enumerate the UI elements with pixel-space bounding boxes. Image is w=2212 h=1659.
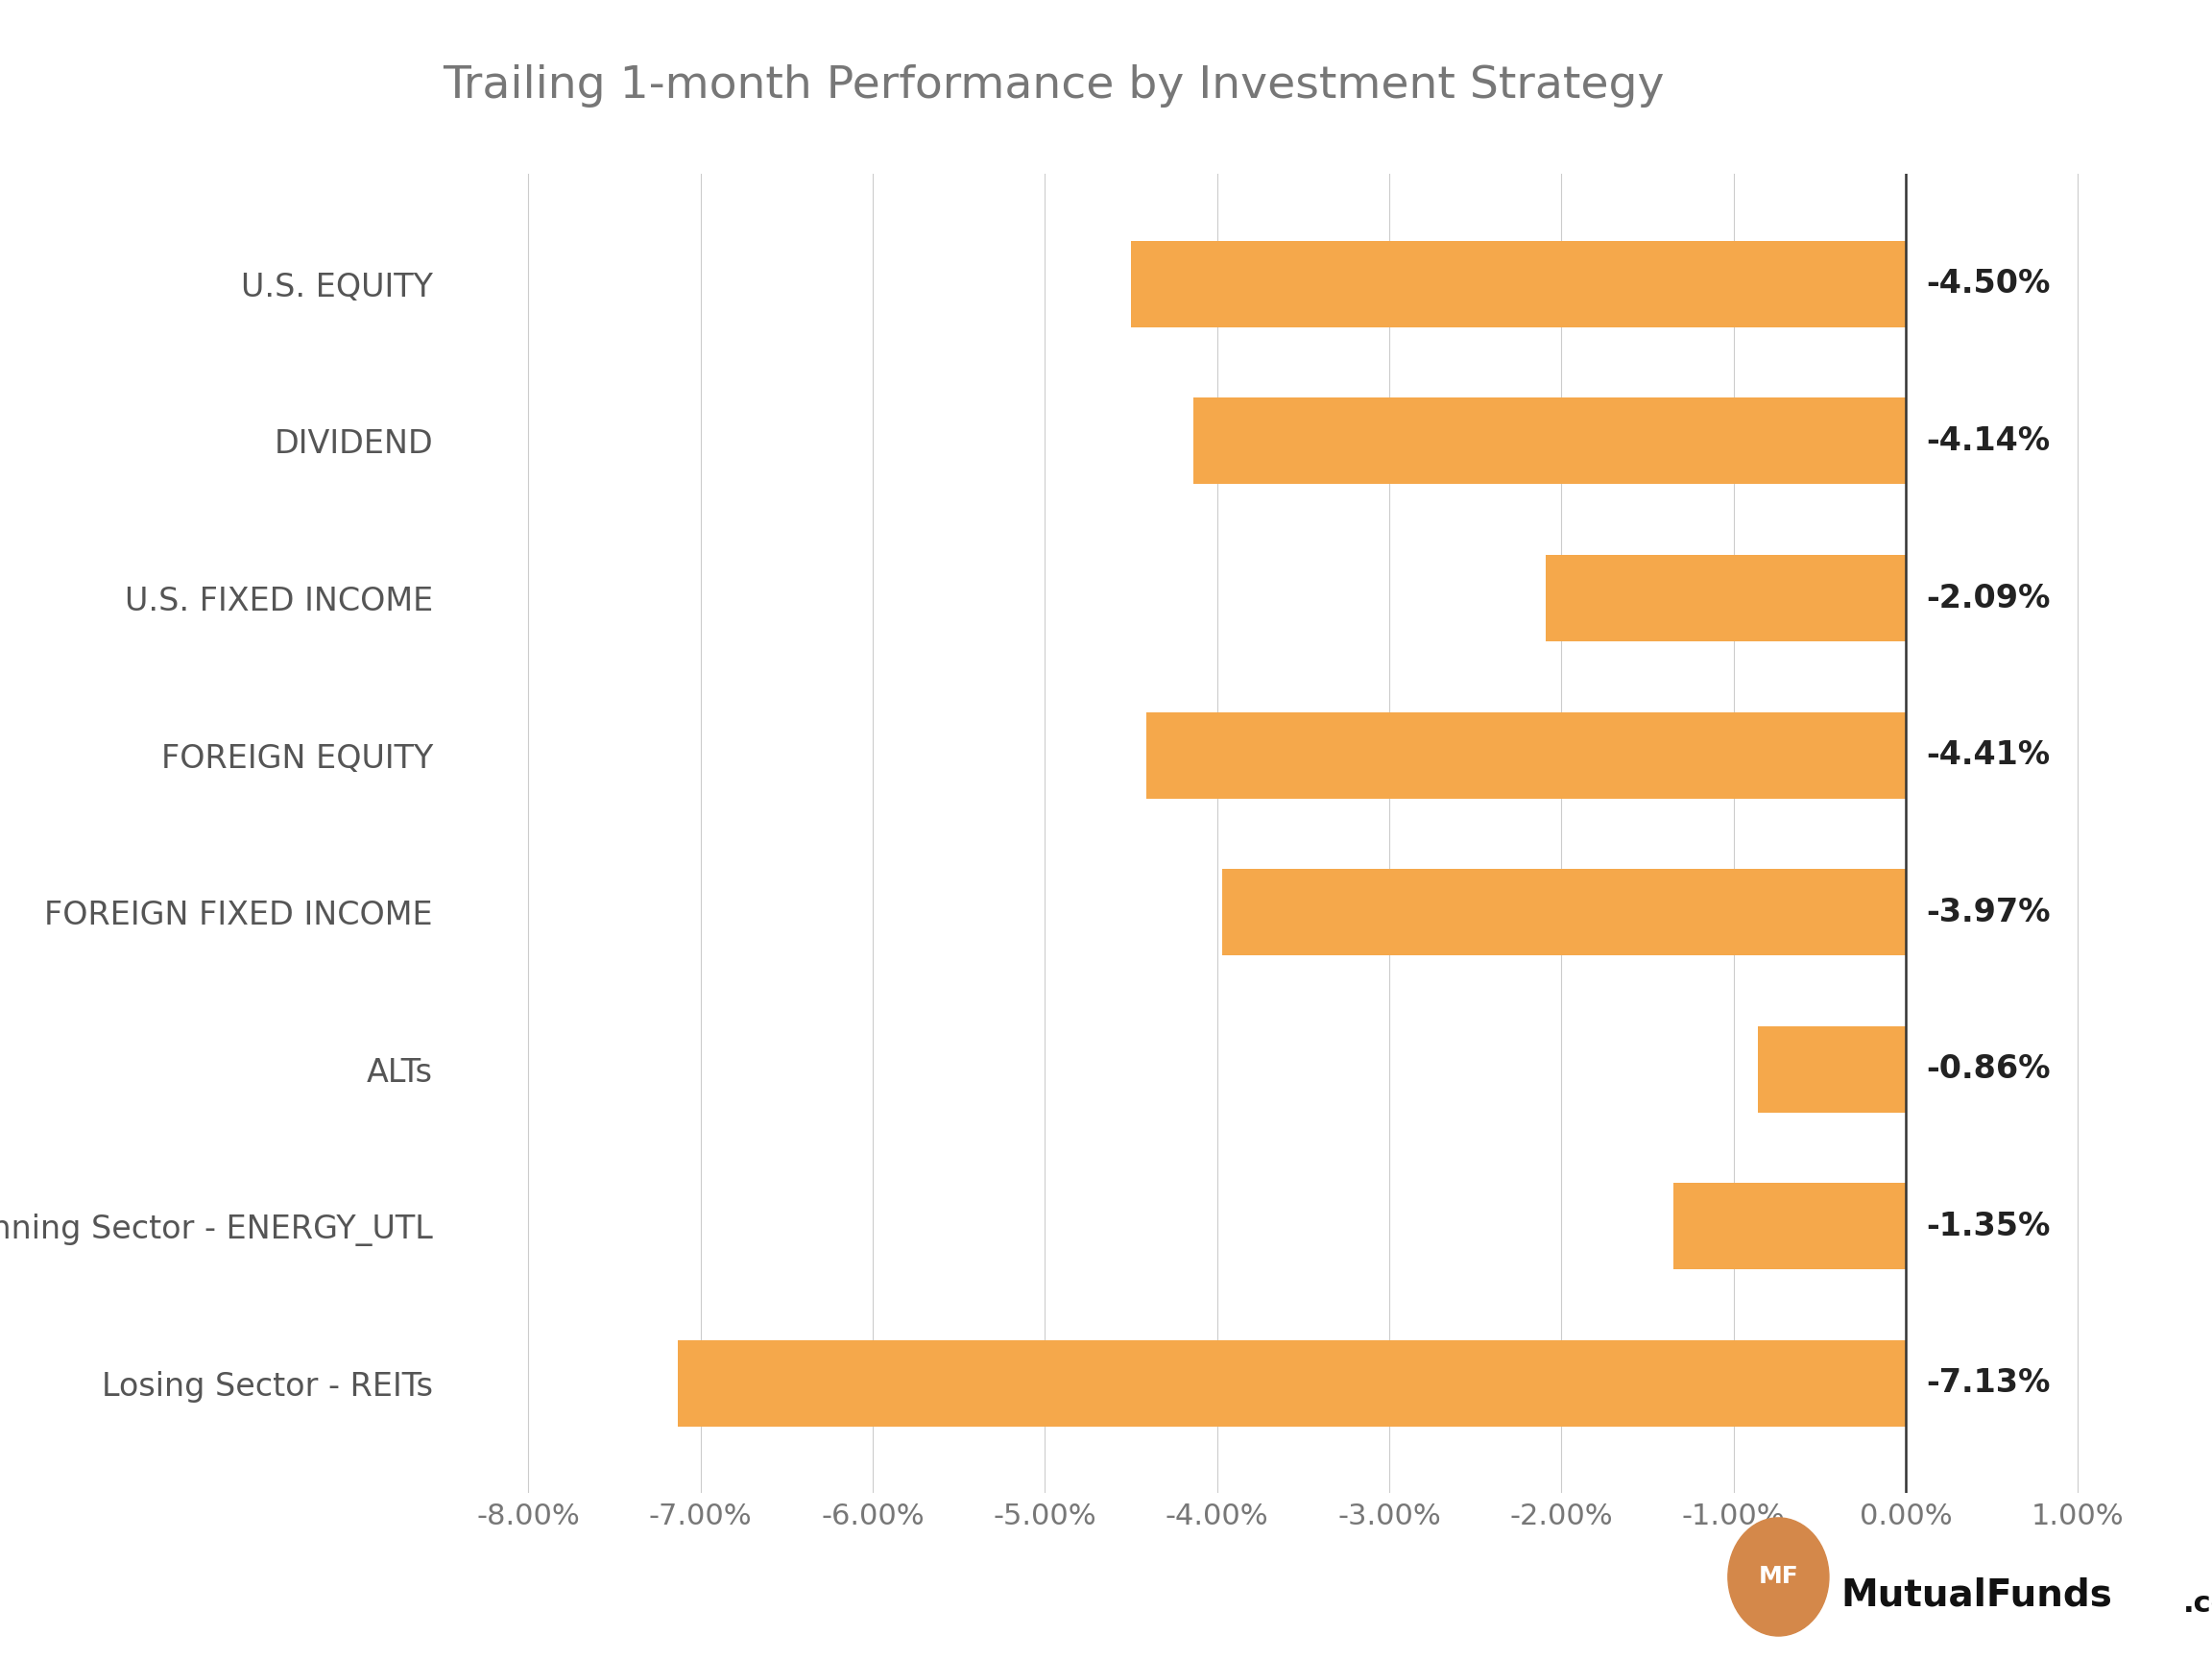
- Text: -4.14%: -4.14%: [1927, 425, 2051, 456]
- Text: MutualFunds: MutualFunds: [1840, 1578, 2112, 1614]
- Text: -1.35%: -1.35%: [1927, 1211, 2051, 1243]
- Text: .com: .com: [2183, 1591, 2212, 1618]
- Ellipse shape: [1728, 1518, 1829, 1636]
- Bar: [1130, 241, 1907, 327]
- Text: -4.41%: -4.41%: [1927, 740, 2051, 771]
- Text: -7.13%: -7.13%: [1927, 1367, 2051, 1399]
- Text: MF: MF: [1759, 1566, 1798, 1588]
- Bar: [1146, 712, 1907, 798]
- Bar: [1546, 556, 1907, 642]
- Bar: [679, 1340, 1907, 1427]
- Text: -0.86%: -0.86%: [1927, 1053, 2051, 1085]
- Bar: [1674, 1183, 1907, 1269]
- Text: Trailing 1-month Performance by Investment Strategy: Trailing 1-month Performance by Investme…: [442, 65, 1663, 108]
- Text: -4.50%: -4.50%: [1927, 269, 2051, 300]
- Bar: [1192, 398, 1907, 484]
- Bar: [1759, 1025, 1907, 1112]
- Bar: [1223, 869, 1907, 956]
- Text: -3.97%: -3.97%: [1927, 896, 2051, 927]
- Text: -2.09%: -2.09%: [1927, 582, 2051, 614]
